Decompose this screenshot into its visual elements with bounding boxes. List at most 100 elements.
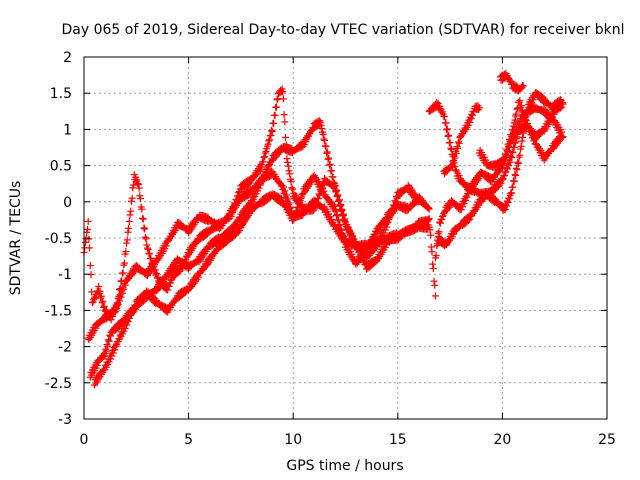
data-point bbox=[245, 191, 253, 199]
data-point bbox=[141, 225, 149, 233]
data-point bbox=[511, 171, 519, 179]
data-point bbox=[451, 154, 459, 162]
data-point bbox=[109, 349, 117, 357]
data-point bbox=[320, 135, 328, 143]
x-tick-label: 5 bbox=[184, 432, 193, 448]
data-point bbox=[339, 234, 347, 242]
data-point bbox=[516, 97, 524, 105]
data-point bbox=[279, 95, 287, 103]
data-point bbox=[123, 236, 131, 244]
data-point bbox=[512, 138, 520, 146]
data-point bbox=[333, 192, 341, 200]
data-point bbox=[140, 224, 148, 232]
data-point bbox=[454, 144, 462, 152]
data-point bbox=[287, 177, 295, 185]
data-point bbox=[98, 299, 106, 307]
data-point bbox=[425, 215, 433, 223]
data-point bbox=[118, 289, 126, 297]
data-point bbox=[236, 227, 244, 235]
data-point bbox=[450, 159, 458, 167]
data-point bbox=[278, 85, 286, 93]
data-point bbox=[334, 191, 342, 199]
data-point bbox=[506, 158, 514, 166]
data-point bbox=[325, 161, 333, 169]
data-point bbox=[329, 200, 337, 208]
data-point bbox=[84, 217, 92, 225]
data-point bbox=[297, 195, 305, 203]
data-point bbox=[120, 259, 128, 267]
y-tick-label: 1.5 bbox=[50, 86, 72, 102]
data-point bbox=[332, 206, 340, 214]
data-point bbox=[435, 228, 443, 236]
data-point bbox=[446, 139, 454, 147]
data-point bbox=[559, 100, 567, 108]
data-point bbox=[441, 113, 449, 121]
x-tick-label: 25 bbox=[598, 432, 616, 448]
y-tick-label: -0.5 bbox=[45, 231, 72, 247]
data-point bbox=[162, 242, 170, 250]
data-point bbox=[265, 137, 273, 145]
data-point bbox=[519, 133, 527, 141]
tick-labels-layer: 0 5 10 15 20 25 -3 -2.5 -2 -1.5 -1 -0.5 0 0.5 1 1.5 2 bbox=[45, 50, 616, 448]
data-point bbox=[475, 104, 483, 112]
data-point bbox=[507, 132, 515, 140]
data-point bbox=[323, 149, 331, 157]
data-point bbox=[322, 143, 330, 151]
data-point bbox=[153, 269, 161, 277]
data-point bbox=[438, 216, 446, 224]
data-point bbox=[337, 226, 345, 234]
data-point bbox=[428, 248, 436, 256]
data-point bbox=[496, 181, 504, 189]
data-point bbox=[512, 110, 520, 118]
data-point bbox=[455, 172, 463, 180]
data-point bbox=[138, 205, 146, 213]
data-point bbox=[329, 173, 337, 181]
data-point bbox=[383, 241, 391, 249]
data-point bbox=[498, 176, 506, 184]
data-point bbox=[326, 160, 334, 168]
data-point bbox=[104, 342, 112, 350]
data-point bbox=[119, 269, 127, 277]
data-point bbox=[97, 292, 105, 300]
data-point bbox=[500, 172, 508, 180]
data-point bbox=[429, 260, 437, 268]
data-point bbox=[267, 131, 275, 139]
data-point bbox=[433, 99, 441, 107]
data-point bbox=[134, 180, 142, 188]
data-point bbox=[448, 164, 456, 172]
data-point bbox=[503, 147, 511, 155]
data-point bbox=[146, 250, 154, 258]
data-point bbox=[514, 160, 522, 168]
data-point bbox=[509, 183, 517, 191]
data-point bbox=[520, 112, 528, 120]
data-point bbox=[265, 136, 273, 144]
data-point bbox=[100, 303, 108, 311]
data-point bbox=[424, 204, 432, 212]
data-point bbox=[124, 318, 132, 326]
data-point bbox=[108, 352, 116, 360]
data-point bbox=[328, 167, 336, 175]
data-point bbox=[507, 131, 515, 139]
data-point bbox=[464, 121, 472, 129]
data-point bbox=[459, 203, 467, 211]
data-point bbox=[291, 212, 299, 220]
data-point bbox=[254, 169, 262, 177]
data-point bbox=[279, 88, 287, 96]
data-point bbox=[83, 225, 91, 233]
x-tick-label: 10 bbox=[284, 432, 302, 448]
data-point bbox=[335, 196, 343, 204]
data-point bbox=[430, 277, 438, 285]
data-point bbox=[100, 302, 108, 310]
data-point bbox=[443, 125, 451, 133]
data-point bbox=[502, 152, 510, 160]
data-point bbox=[330, 202, 338, 210]
y-tick-label: -2.5 bbox=[45, 376, 72, 392]
y-tick-label: 2 bbox=[63, 50, 72, 66]
data-point bbox=[317, 121, 325, 129]
data-point bbox=[294, 203, 302, 211]
data-point bbox=[141, 233, 149, 241]
data-point bbox=[256, 181, 264, 189]
data-point bbox=[320, 187, 328, 195]
data-point bbox=[454, 138, 462, 146]
data-point bbox=[468, 111, 476, 119]
